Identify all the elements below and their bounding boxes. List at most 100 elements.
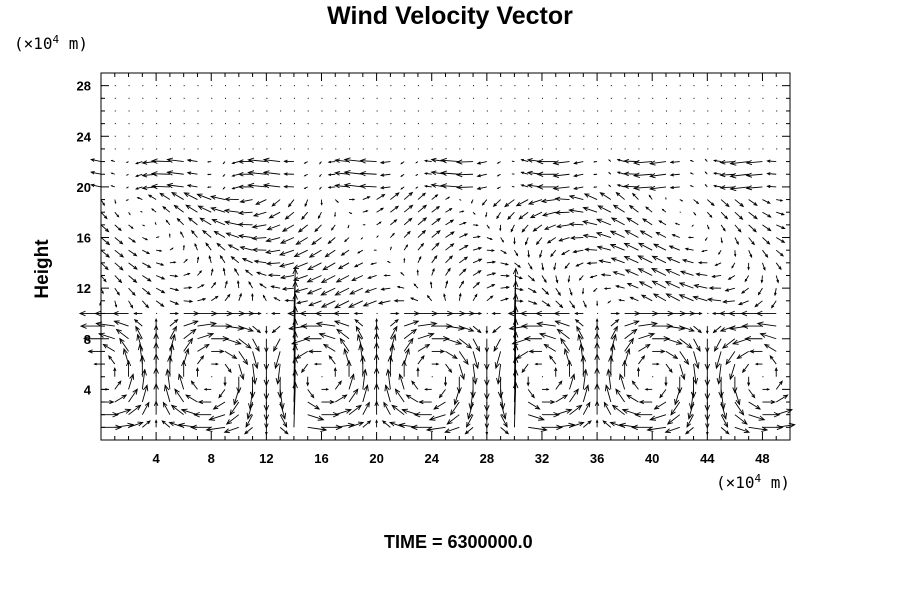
wind-vector-head — [555, 279, 559, 284]
wind-vector — [583, 207, 598, 213]
wind-vector — [762, 199, 771, 204]
wind-vector-head — [231, 186, 235, 190]
wind-vector-head — [574, 318, 580, 324]
wind-vector — [210, 295, 219, 302]
wind-vector-head — [209, 195, 217, 200]
wind-vector-head — [273, 297, 277, 300]
wind-vector — [357, 334, 364, 352]
wind-vector — [185, 394, 198, 403]
wind-vector — [197, 344, 210, 352]
wind-vector-head — [678, 294, 685, 299]
wind-vector-head — [621, 408, 629, 414]
wind-vector-head — [292, 264, 300, 270]
wind-vector-head — [248, 281, 252, 285]
wind-vector — [429, 414, 446, 421]
wind-vector — [344, 159, 363, 163]
wind-vector-head — [529, 214, 536, 219]
wind-vector — [742, 363, 750, 373]
wind-vector — [541, 262, 544, 270]
wind-vector — [279, 262, 295, 267]
wind-vector — [252, 338, 260, 352]
wind-vector — [718, 364, 722, 384]
wind-vector-head — [540, 198, 547, 204]
wind-vector-head — [497, 391, 504, 399]
wind-vector — [403, 231, 411, 238]
wind-vector-head — [281, 286, 287, 291]
wind-vector-head — [380, 287, 385, 291]
wind-vector — [100, 275, 107, 282]
wind-vector-head — [335, 424, 343, 431]
wind-vector-head — [319, 187, 321, 190]
wind-vector-head — [103, 278, 107, 283]
wind-vector-head — [540, 426, 548, 432]
wind-vector-head — [752, 228, 757, 233]
wind-vector-head — [189, 299, 194, 303]
wind-vector-head — [458, 292, 462, 297]
wind-vector — [467, 401, 474, 419]
wind-vector-head — [681, 199, 684, 202]
wind-vector — [693, 364, 697, 384]
wind-vector — [653, 293, 667, 302]
wind-vector-head — [776, 424, 784, 431]
wind-vector — [459, 233, 468, 238]
wind-vector-head — [563, 347, 569, 355]
wind-vector — [202, 230, 212, 238]
wind-vector-head — [553, 311, 560, 316]
wind-vector-head — [205, 242, 209, 247]
wind-vector — [472, 282, 480, 289]
wind-vector — [267, 224, 281, 231]
wind-vector-head — [166, 182, 174, 189]
wind-vector-head — [255, 346, 260, 352]
wind-vector — [178, 374, 185, 390]
wind-vector-head — [593, 160, 596, 163]
wind-vector — [685, 248, 694, 251]
wind-vector — [380, 173, 391, 176]
wind-vector — [266, 249, 281, 253]
wind-vector-head — [720, 240, 723, 244]
x-tick-label: 28 — [480, 451, 494, 466]
wind-vector-head — [612, 271, 618, 275]
wind-vector-head — [430, 170, 437, 176]
wind-vector — [459, 338, 472, 349]
wind-vector-head — [729, 325, 737, 331]
wind-vector — [555, 409, 572, 416]
wind-vector-head — [712, 159, 717, 163]
wind-vector — [762, 237, 770, 245]
wind-vector — [734, 224, 742, 233]
wind-vector-head — [741, 290, 745, 294]
wind-vector-head — [706, 297, 713, 302]
wind-vector — [613, 271, 625, 276]
wind-vector-head — [484, 347, 490, 354]
wind-vector — [600, 192, 612, 200]
wind-vector-head — [675, 339, 683, 345]
wind-vector-head — [174, 388, 180, 395]
wind-vector-head — [535, 241, 540, 246]
wind-vector-head — [119, 253, 125, 258]
wind-vector — [622, 409, 639, 416]
wind-vector — [417, 205, 427, 213]
wind-vector — [137, 334, 143, 352]
wind-vector-head — [531, 278, 536, 282]
wind-vector-head — [330, 227, 334, 231]
wind-vector-head — [105, 228, 110, 233]
wind-vector-head — [440, 157, 448, 164]
wind-vector — [183, 287, 192, 289]
wind-vector-head — [379, 173, 385, 177]
wind-vector-head — [422, 204, 428, 209]
wind-vector-head — [137, 343, 144, 351]
wind-vector-head — [284, 215, 290, 220]
wind-vector-head — [616, 171, 621, 175]
wind-vector-head — [436, 229, 441, 235]
wind-vector-head — [491, 284, 496, 288]
wind-vector — [516, 351, 529, 359]
wind-vector — [301, 211, 309, 220]
wind-vector-head — [629, 296, 634, 300]
wind-vector-head — [766, 172, 771, 176]
wind-vector-head — [206, 173, 210, 176]
wind-vector-head — [185, 204, 191, 210]
wind-vector-head — [707, 227, 710, 230]
wind-vector-head — [339, 337, 346, 345]
wind-vector-head — [308, 302, 314, 307]
wind-vector-head — [307, 265, 314, 271]
wind-vector — [114, 380, 122, 390]
